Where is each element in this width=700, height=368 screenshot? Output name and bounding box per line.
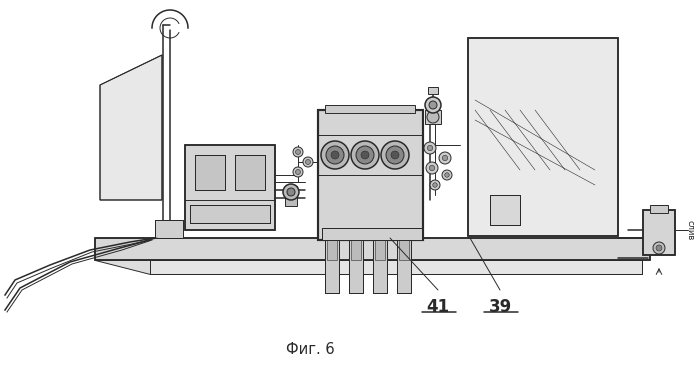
Circle shape	[439, 152, 451, 164]
Circle shape	[283, 184, 299, 200]
Bar	[327, 240, 337, 260]
Circle shape	[295, 170, 300, 174]
Circle shape	[356, 146, 374, 164]
Bar	[349, 238, 363, 293]
Bar	[322, 228, 422, 240]
Polygon shape	[95, 260, 150, 274]
Circle shape	[305, 159, 311, 164]
Circle shape	[444, 173, 449, 177]
Circle shape	[386, 146, 404, 164]
Bar	[397, 238, 411, 293]
Circle shape	[427, 145, 433, 151]
Circle shape	[426, 162, 438, 174]
Bar	[490, 195, 520, 225]
Bar	[185, 145, 275, 230]
Bar	[322, 228, 422, 240]
Circle shape	[326, 146, 344, 164]
Bar	[399, 240, 409, 260]
Circle shape	[293, 167, 303, 177]
Bar	[643, 210, 675, 255]
Text: слив: слив	[685, 220, 694, 240]
Circle shape	[427, 111, 439, 123]
Text: 39: 39	[489, 298, 512, 316]
Bar	[318, 110, 423, 240]
Circle shape	[425, 97, 441, 113]
Circle shape	[293, 147, 303, 157]
Circle shape	[295, 149, 300, 155]
Circle shape	[442, 155, 448, 161]
Bar	[325, 238, 339, 293]
Circle shape	[287, 188, 295, 196]
Bar	[373, 238, 387, 293]
Bar	[150, 260, 642, 274]
Bar	[397, 238, 411, 293]
Bar	[490, 195, 520, 225]
Circle shape	[351, 141, 379, 169]
Bar	[643, 210, 675, 255]
Bar	[185, 145, 275, 230]
Circle shape	[429, 165, 435, 171]
Bar	[190, 205, 270, 223]
Text: Фиг. 6: Фиг. 6	[286, 343, 335, 357]
Bar	[468, 38, 618, 236]
Circle shape	[381, 141, 409, 169]
Circle shape	[321, 141, 349, 169]
Bar	[428, 87, 438, 94]
Bar	[325, 105, 415, 113]
Bar	[468, 38, 618, 236]
Bar	[235, 155, 265, 190]
Bar	[195, 155, 225, 190]
Bar	[650, 205, 668, 213]
Circle shape	[442, 170, 452, 180]
Circle shape	[433, 183, 438, 187]
Bar	[375, 240, 385, 260]
Circle shape	[429, 101, 437, 109]
Bar	[195, 155, 225, 190]
Text: 41: 41	[426, 298, 449, 316]
Bar	[349, 238, 363, 293]
Bar	[155, 220, 183, 238]
Bar	[325, 238, 339, 293]
Bar	[155, 220, 183, 238]
Circle shape	[361, 151, 369, 159]
Circle shape	[331, 151, 339, 159]
Circle shape	[653, 242, 665, 254]
Circle shape	[430, 180, 440, 190]
Bar	[285, 186, 297, 206]
Bar	[425, 110, 441, 124]
Polygon shape	[100, 55, 162, 200]
Bar	[95, 238, 650, 260]
Bar	[235, 155, 265, 190]
Circle shape	[656, 245, 662, 251]
Bar	[318, 110, 423, 240]
Circle shape	[424, 142, 436, 154]
Bar	[351, 240, 361, 260]
Circle shape	[391, 151, 399, 159]
Circle shape	[303, 157, 313, 167]
Bar	[95, 238, 650, 260]
Bar	[150, 260, 642, 274]
Bar	[373, 238, 387, 293]
Bar	[190, 205, 270, 223]
